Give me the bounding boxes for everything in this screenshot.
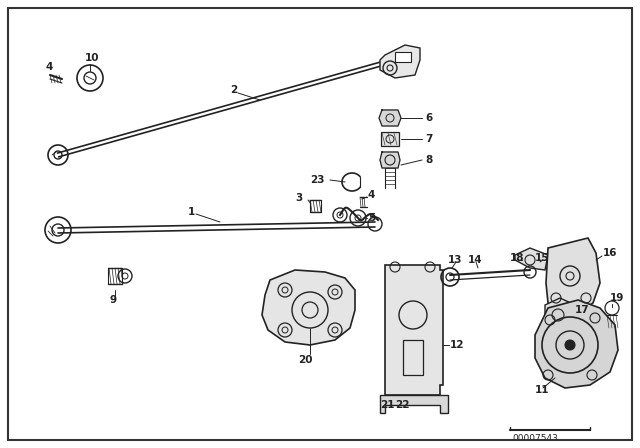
Text: 5: 5 bbox=[368, 213, 375, 223]
Polygon shape bbox=[535, 300, 618, 388]
Text: 19: 19 bbox=[610, 293, 625, 303]
Polygon shape bbox=[380, 152, 400, 168]
Polygon shape bbox=[380, 395, 448, 413]
Text: 15: 15 bbox=[535, 253, 550, 263]
Polygon shape bbox=[380, 45, 420, 78]
Text: 22: 22 bbox=[395, 400, 410, 410]
Text: 23: 23 bbox=[310, 175, 324, 185]
Polygon shape bbox=[262, 270, 355, 345]
Text: 14: 14 bbox=[468, 255, 483, 265]
Text: 13: 13 bbox=[448, 255, 463, 265]
Text: 4: 4 bbox=[45, 62, 52, 72]
Polygon shape bbox=[385, 265, 443, 395]
Circle shape bbox=[565, 340, 575, 350]
Text: 00007543: 00007543 bbox=[512, 434, 558, 443]
Text: 10: 10 bbox=[85, 53, 99, 63]
Text: 7: 7 bbox=[425, 134, 433, 144]
Text: 17: 17 bbox=[575, 305, 589, 315]
Text: 16: 16 bbox=[603, 248, 618, 258]
Polygon shape bbox=[379, 110, 401, 126]
Text: 3: 3 bbox=[295, 193, 302, 203]
Polygon shape bbox=[515, 248, 548, 270]
Text: 1: 1 bbox=[188, 207, 195, 217]
Text: 2: 2 bbox=[230, 85, 237, 95]
Text: 21: 21 bbox=[380, 400, 394, 410]
Text: 12: 12 bbox=[450, 340, 465, 350]
Text: 4: 4 bbox=[368, 190, 376, 200]
Text: 11: 11 bbox=[535, 385, 550, 395]
Text: 20: 20 bbox=[298, 355, 312, 365]
Text: 8: 8 bbox=[425, 155, 432, 165]
Bar bbox=[381, 132, 399, 146]
Text: 18: 18 bbox=[510, 253, 525, 263]
Text: 9: 9 bbox=[110, 295, 117, 305]
Bar bbox=[403, 340, 423, 375]
Text: 6: 6 bbox=[425, 113, 432, 123]
Bar bbox=[395, 52, 411, 62]
Polygon shape bbox=[546, 238, 600, 313]
Polygon shape bbox=[545, 298, 575, 330]
